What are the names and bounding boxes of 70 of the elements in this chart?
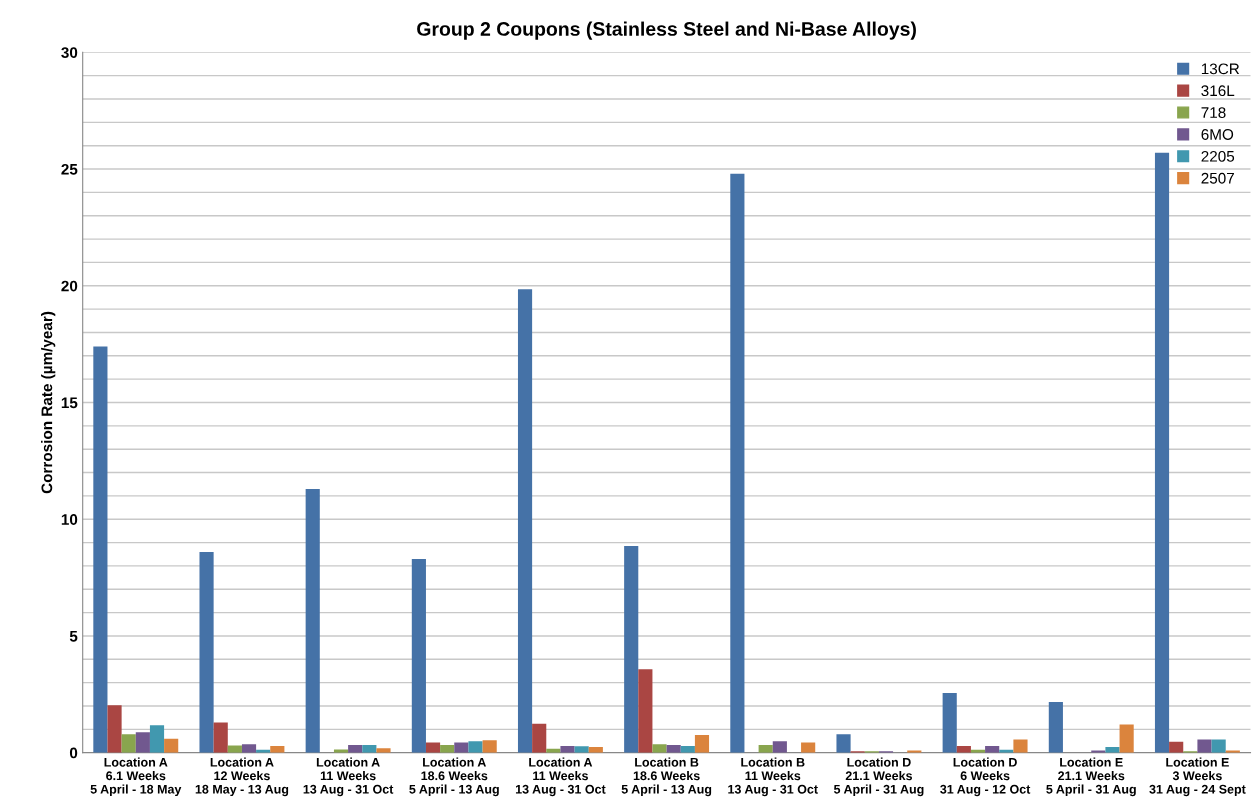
y-tick-label: 0: [69, 747, 78, 759]
bar: [362, 744, 377, 753]
y-tick-label: 30: [61, 47, 78, 59]
bar: [560, 745, 575, 753]
legend-label: 13CR: [1201, 63, 1240, 75]
bar: [411, 558, 426, 753]
legend-label: 6MO: [1201, 129, 1234, 140]
bar: [517, 289, 533, 753]
bar: [1197, 739, 1212, 753]
x-tick-label: Location D 6 Weeks 31 Aug - 12 Oct: [940, 757, 1031, 797]
x-tick-label: Location B 18.6 Weeks 5 April - 13 Aug: [621, 757, 712, 797]
bar: [135, 732, 150, 753]
bar: [1154, 152, 1170, 753]
legend-label: 718: [1201, 107, 1226, 118]
bar: [758, 744, 773, 753]
legend-label: 316L: [1201, 85, 1235, 97]
bar: [107, 705, 122, 753]
bar: [1013, 739, 1028, 753]
bar: [652, 744, 667, 753]
bar: [836, 734, 851, 753]
y-tick-label: 25: [61, 163, 78, 175]
y-tick-label: 20: [61, 280, 78, 292]
x-tick-label: Location E 21.1 Weeks 5 April - 31 Aug: [1046, 757, 1136, 797]
bar: [468, 741, 483, 753]
bar: [305, 488, 320, 753]
bar: [227, 745, 242, 753]
bar: [164, 738, 179, 753]
bar: [1169, 741, 1184, 753]
bar: [454, 742, 469, 753]
bar: [624, 546, 639, 753]
bar: [376, 748, 391, 753]
y-tick-label: 10: [61, 514, 78, 525]
x-tick-label: Location A 12 Weeks 18 May - 13 Aug: [195, 757, 289, 797]
x-tick-label: Location D 21.1 Weeks 5 April - 31 Aug: [833, 757, 924, 797]
chart-title: Group 2 Coupons (Stainless Steel and Ni-Base Alloys): [417, 21, 916, 40]
legend-label: 2205: [1201, 150, 1235, 162]
bar: [149, 725, 165, 753]
bar: [574, 746, 589, 753]
bar: [801, 742, 816, 753]
bar: [333, 749, 349, 753]
x-tick-label: Location A 11 Weeks 13 Aug - 31 Oct: [515, 757, 606, 797]
bar: [482, 740, 497, 753]
bar: [532, 723, 547, 753]
bar: [942, 692, 957, 753]
x-tick-label: Location A 18.6 Weeks 5 April - 13 Aug: [409, 757, 499, 797]
bar: [1119, 724, 1134, 753]
x-tick-label: Location E 3 Weeks 31 Aug - 24 Sept: [1149, 757, 1246, 797]
x-tick-label: Location B 11 Weeks 13 Aug - 31 Oct: [728, 757, 818, 797]
bar: [93, 346, 108, 753]
bar: [440, 744, 455, 753]
bar: [1048, 702, 1063, 753]
legend-label: 2507: [1201, 172, 1234, 184]
bar: [772, 741, 787, 753]
bar: [666, 744, 681, 753]
y-tick-label: 5: [69, 630, 78, 642]
y-tick-label: 15: [61, 397, 78, 409]
bar: [1105, 747, 1120, 753]
bar: [638, 669, 653, 753]
x-tick-label: Location A 11 Weeks 13 Aug - 31 Oct: [303, 757, 394, 797]
y-axis-title: Corrosion Rate (µm/year): [41, 311, 56, 494]
bar: [241, 744, 257, 753]
bar: [199, 551, 214, 753]
bar: [348, 744, 363, 753]
x-tick-label: Location A 6.1 Weeks 5 April - 18 May: [90, 757, 182, 797]
bar: [213, 722, 228, 753]
bar: [694, 734, 710, 753]
bar: [121, 734, 136, 753]
bar: [730, 173, 745, 753]
bar: [1211, 739, 1226, 753]
bar: [425, 742, 441, 753]
